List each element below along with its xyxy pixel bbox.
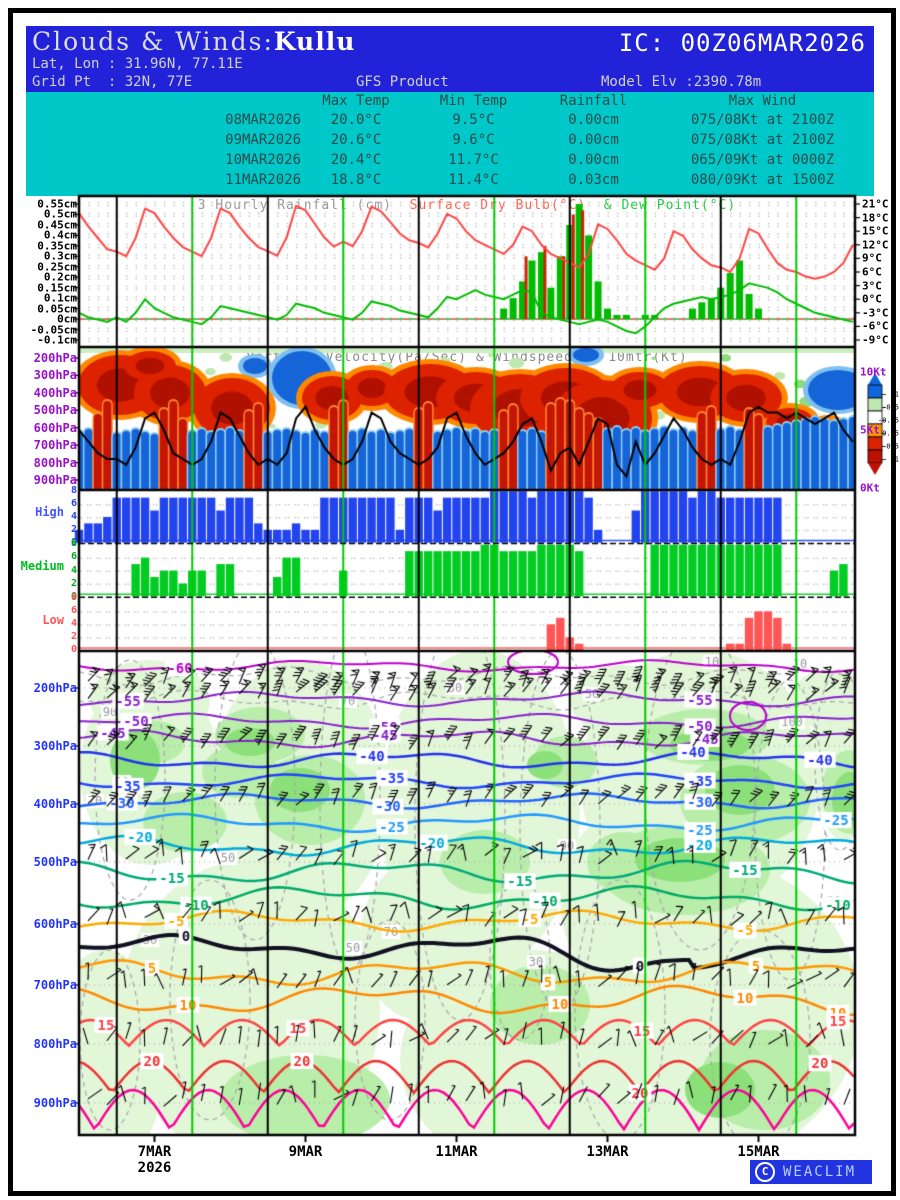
copyright-icon: C <box>755 1162 775 1182</box>
weaclim-logo[interactable]: C WEACLIM <box>750 1160 872 1184</box>
logo-text: WEACLIM <box>783 1164 857 1180</box>
